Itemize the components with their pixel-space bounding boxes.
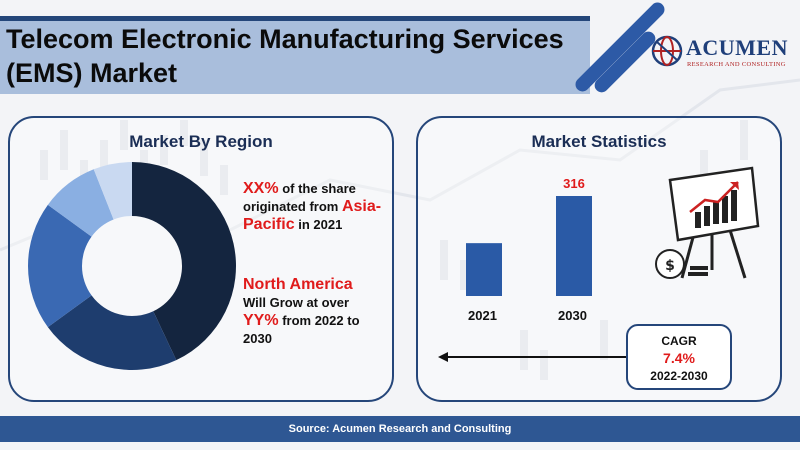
cagr-box: CAGR 7.4% 2022-2030 <box>626 324 732 390</box>
growth-period-text: from 2022 to <box>282 313 360 328</box>
donut-slice-5 <box>93 162 132 220</box>
source-footer: Source: Acumen Research and Consulting <box>0 416 800 442</box>
bar-2030 <box>556 196 592 296</box>
logo-name: ACUMEN <box>686 35 788 60</box>
donut-slice-3 <box>28 204 92 328</box>
growth-region: North America <box>243 276 353 293</box>
acumen-logo: ACUMEN RESEARCH AND CONSULTING <box>650 34 790 74</box>
growth-value: YY% <box>243 312 279 329</box>
page-title-line-2: (EMS) Market <box>6 58 178 88</box>
donut-slice-4 <box>47 169 114 237</box>
bar-2021 <box>466 243 502 296</box>
cagr-label: CAGR <box>661 334 697 348</box>
share-value: XX% <box>243 180 279 197</box>
bar-value-label-2030: 316 <box>563 176 585 191</box>
page-title: Telecom Electronic Manufacturing Service… <box>6 22 596 90</box>
region-donut-chart <box>28 162 237 370</box>
region-name: Asia-Pacific <box>243 198 382 233</box>
growth-end-year: 2030 <box>243 331 272 346</box>
globe-icon <box>651 35 683 67</box>
region-suffix: in <box>298 217 310 232</box>
page-title-line-1: Telecom Electronic Manufacturing Service… <box>6 24 564 54</box>
donut-slice-2 <box>47 295 177 370</box>
region-growth-block: North America Will Grow at over YY% from… <box>243 276 383 348</box>
title-band <box>0 16 590 94</box>
svg-text:$: $ <box>665 258 675 274</box>
region-panel-title: Market By Region <box>129 132 273 151</box>
left-arrow-icon <box>438 352 628 362</box>
bar-category-label-2030: 2030 <box>558 308 587 323</box>
bar-category-label-2021: 2021 <box>468 308 497 323</box>
growth-text: Will Grow at over <box>243 295 350 310</box>
donut-slice-1 <box>132 162 237 361</box>
market-bar-chart <box>466 196 592 296</box>
stats-panel-title: Market Statistics <box>531 132 667 151</box>
cagr-period: 2022-2030 <box>650 369 708 383</box>
share-text: of the share originated from <box>243 181 356 214</box>
logo-tagline: RESEARCH AND CONSULTING <box>687 61 786 68</box>
growth-chart-easel-icon: $ <box>655 166 760 279</box>
cagr-value: 7.4% <box>663 350 695 366</box>
region-share-block: XX% of the share originated from Asia-Pa… <box>243 180 383 234</box>
title-band-cap <box>0 16 590 21</box>
share-year: 2021 <box>313 217 343 232</box>
